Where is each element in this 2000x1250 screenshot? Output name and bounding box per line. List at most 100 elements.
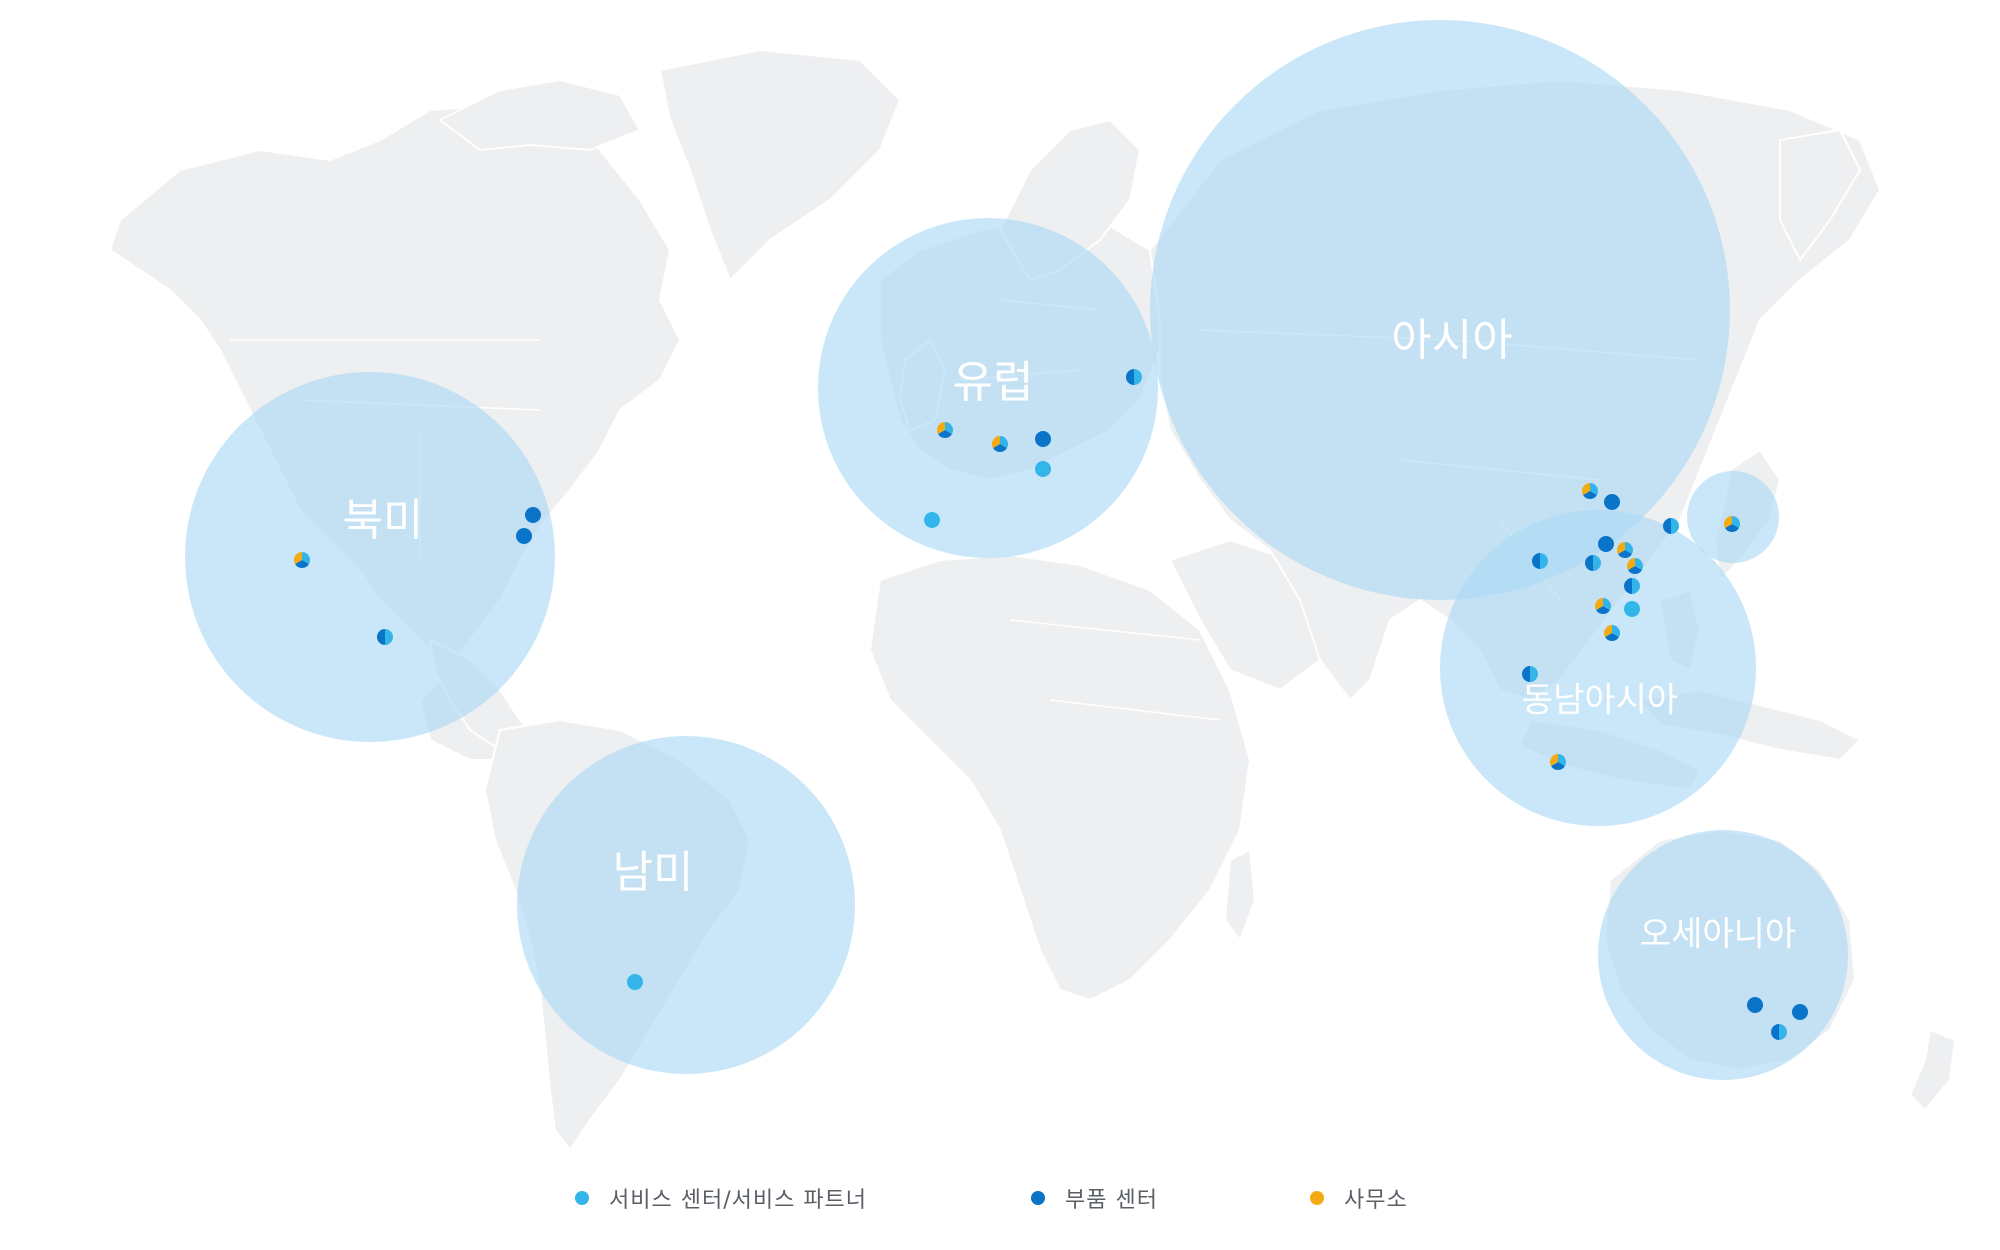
parts-segment bbox=[993, 444, 1007, 453]
parts-segment bbox=[1532, 553, 1540, 569]
service-segment bbox=[1632, 578, 1640, 594]
service-segment bbox=[1590, 483, 1599, 495]
location-marker-asia[interactable] bbox=[1585, 555, 1601, 571]
service-segment bbox=[1134, 369, 1142, 385]
location-marker-asia[interactable] bbox=[1581, 483, 1599, 500]
parts-center-dot-icon bbox=[1031, 1191, 1045, 1205]
legend-item-parts: 부품 센터 bbox=[1031, 1178, 1158, 1218]
parts-segment bbox=[1771, 1024, 1779, 1040]
service-segment bbox=[1558, 754, 1567, 766]
location-marker-north-america[interactable] bbox=[516, 528, 532, 544]
location-marker-asia[interactable] bbox=[1624, 601, 1640, 617]
region-label-north-america: 북미 bbox=[343, 495, 424, 546]
office-segment bbox=[1626, 558, 1635, 570]
service-segment bbox=[1035, 461, 1051, 477]
location-markers bbox=[293, 369, 1808, 1040]
region-label-oceania: 오세아니아 bbox=[1640, 915, 1796, 955]
location-marker-southeast-asia[interactable] bbox=[1549, 754, 1567, 771]
location-marker-south-america[interactable] bbox=[627, 974, 643, 990]
location-marker-europe[interactable] bbox=[936, 422, 954, 439]
service-segment bbox=[1000, 436, 1009, 448]
parts-segment bbox=[516, 528, 532, 544]
legend-item-service: 서비스 센터/서비스 파트너 bbox=[575, 1178, 867, 1218]
parts-segment bbox=[938, 430, 952, 439]
parts-segment bbox=[1747, 997, 1763, 1013]
region-label-south-america: 남미 bbox=[613, 847, 694, 898]
parts-segment bbox=[1618, 550, 1632, 559]
office-segment bbox=[1594, 598, 1603, 610]
service-segment bbox=[1671, 518, 1679, 534]
region-label-asia: 아시아 bbox=[1391, 315, 1512, 366]
office-segment bbox=[293, 552, 302, 564]
office-segment bbox=[991, 436, 1000, 448]
location-marker-oceania[interactable] bbox=[1747, 997, 1763, 1013]
parts-segment bbox=[1035, 431, 1051, 447]
location-marker-asia[interactable] bbox=[1626, 558, 1644, 575]
location-marker-asia[interactable] bbox=[1603, 624, 1621, 642]
location-marker-asia[interactable] bbox=[1604, 494, 1620, 510]
service-segment bbox=[1612, 625, 1621, 637]
region-circle-north-america bbox=[185, 372, 555, 742]
office-segment bbox=[936, 422, 945, 434]
parts-segment bbox=[1583, 491, 1597, 500]
parts-segment bbox=[1624, 578, 1632, 594]
parts-segment bbox=[1604, 494, 1620, 510]
service-segment bbox=[1540, 553, 1548, 569]
office-segment bbox=[1581, 483, 1590, 495]
service-segment bbox=[385, 629, 393, 645]
location-marker-asia[interactable] bbox=[1624, 578, 1640, 594]
location-marker-asia[interactable] bbox=[1616, 542, 1634, 559]
office-segment bbox=[1603, 624, 1612, 637]
service-segment bbox=[1603, 598, 1612, 610]
office-segment bbox=[1723, 516, 1732, 528]
region-circle-oceania bbox=[1598, 830, 1848, 1080]
parts-segment bbox=[1605, 633, 1619, 642]
parts-segment bbox=[1551, 762, 1565, 771]
location-marker-europe[interactable] bbox=[1035, 431, 1051, 447]
region-circle-southeast-asia bbox=[1440, 510, 1756, 826]
service-segment bbox=[945, 422, 954, 434]
location-marker-europe[interactable] bbox=[924, 512, 940, 528]
parts-segment bbox=[1522, 666, 1530, 682]
location-marker-north-america[interactable] bbox=[293, 552, 311, 569]
legend-label-service: 서비스 센터/서비스 파트너 bbox=[609, 1188, 868, 1213]
office-segment bbox=[1549, 754, 1558, 766]
location-marker-asia[interactable] bbox=[1594, 598, 1612, 615]
service-segment bbox=[627, 974, 643, 990]
location-marker-europe[interactable] bbox=[1126, 369, 1142, 385]
location-marker-asia[interactable] bbox=[1532, 553, 1548, 569]
parts-segment bbox=[1598, 536, 1614, 552]
service-segment bbox=[1530, 666, 1538, 682]
parts-segment bbox=[1126, 369, 1134, 385]
service-segment bbox=[1593, 555, 1601, 571]
parts-segment bbox=[1585, 555, 1593, 571]
region-label-europe: 유럽 bbox=[953, 357, 1034, 408]
location-marker-asia[interactable] bbox=[1598, 536, 1614, 552]
location-marker-north-america[interactable] bbox=[377, 629, 393, 645]
service-center-dot-icon bbox=[575, 1191, 589, 1205]
location-marker-southeast-asia[interactable] bbox=[1522, 666, 1538, 682]
service-segment bbox=[1635, 558, 1644, 570]
office-segment bbox=[1616, 542, 1625, 554]
region-circle-asia bbox=[1150, 20, 1730, 600]
parts-segment bbox=[377, 629, 385, 645]
service-segment bbox=[1624, 601, 1640, 617]
location-marker-japan[interactable] bbox=[1723, 516, 1741, 533]
region-circle-europe bbox=[818, 218, 1158, 558]
location-marker-europe[interactable] bbox=[991, 436, 1009, 453]
parts-segment bbox=[295, 560, 309, 569]
service-segment bbox=[1732, 516, 1741, 528]
parts-segment bbox=[1663, 518, 1671, 534]
location-marker-oceania[interactable] bbox=[1792, 1004, 1808, 1020]
parts-segment bbox=[525, 507, 541, 523]
service-segment bbox=[1779, 1024, 1787, 1040]
legend: 서비스 센터/서비스 파트너 부품 센터 사무소 bbox=[575, 1178, 1575, 1218]
parts-segment bbox=[1792, 1004, 1808, 1020]
parts-segment bbox=[1628, 566, 1642, 575]
location-marker-north-america[interactable] bbox=[525, 507, 541, 523]
office-dot-icon bbox=[1310, 1191, 1324, 1205]
location-marker-asia[interactable] bbox=[1663, 518, 1679, 534]
location-marker-europe[interactable] bbox=[1035, 461, 1051, 477]
location-marker-oceania[interactable] bbox=[1771, 1024, 1787, 1040]
